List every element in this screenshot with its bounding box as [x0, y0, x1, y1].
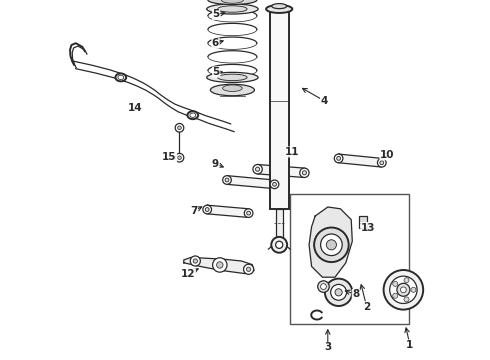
Circle shape	[377, 158, 386, 167]
Circle shape	[244, 264, 254, 274]
Ellipse shape	[266, 5, 293, 13]
Text: 8: 8	[352, 289, 360, 300]
Ellipse shape	[221, 0, 244, 3]
Text: 15: 15	[162, 152, 177, 162]
Circle shape	[392, 282, 398, 287]
Text: 5: 5	[213, 67, 220, 77]
Text: 7: 7	[190, 206, 197, 216]
Circle shape	[256, 167, 260, 171]
Ellipse shape	[218, 6, 247, 12]
Circle shape	[384, 270, 423, 310]
Ellipse shape	[208, 0, 257, 5]
Circle shape	[404, 278, 409, 283]
Circle shape	[404, 297, 409, 302]
Circle shape	[411, 287, 416, 292]
Circle shape	[314, 228, 349, 262]
Text: 5: 5	[213, 9, 220, 19]
Circle shape	[246, 267, 251, 271]
Circle shape	[190, 256, 200, 266]
Ellipse shape	[187, 111, 198, 119]
Polygon shape	[309, 207, 352, 277]
Circle shape	[331, 284, 346, 300]
Circle shape	[193, 259, 197, 263]
Circle shape	[272, 183, 276, 186]
Bar	[290, 194, 409, 324]
Text: 1: 1	[406, 340, 414, 350]
Circle shape	[246, 211, 250, 215]
Circle shape	[203, 205, 212, 214]
Circle shape	[300, 168, 309, 177]
Circle shape	[175, 123, 184, 132]
Circle shape	[320, 284, 326, 289]
Polygon shape	[338, 154, 382, 167]
Ellipse shape	[118, 75, 123, 80]
Text: 6: 6	[212, 38, 219, 48]
Circle shape	[380, 161, 384, 165]
Ellipse shape	[218, 74, 247, 81]
Circle shape	[217, 262, 223, 268]
Ellipse shape	[272, 4, 287, 9]
Circle shape	[225, 178, 229, 182]
Circle shape	[334, 154, 343, 163]
Circle shape	[222, 176, 231, 184]
Text: 14: 14	[128, 103, 143, 113]
Circle shape	[326, 240, 337, 250]
Circle shape	[213, 258, 227, 272]
Circle shape	[392, 293, 398, 298]
Text: 9: 9	[212, 159, 219, 169]
Ellipse shape	[207, 4, 258, 14]
Text: 11: 11	[285, 147, 300, 157]
Circle shape	[245, 209, 253, 217]
Circle shape	[253, 165, 262, 174]
Ellipse shape	[207, 72, 258, 82]
Text: 12: 12	[181, 269, 196, 279]
Circle shape	[302, 171, 306, 175]
Polygon shape	[184, 257, 254, 274]
Circle shape	[325, 279, 352, 306]
Text: 2: 2	[363, 302, 370, 312]
Circle shape	[318, 281, 329, 292]
Circle shape	[271, 237, 287, 253]
Circle shape	[390, 276, 417, 303]
Ellipse shape	[222, 85, 242, 91]
Circle shape	[175, 153, 184, 162]
Ellipse shape	[210, 84, 254, 96]
Bar	[360, 216, 368, 228]
Circle shape	[337, 157, 341, 160]
Circle shape	[335, 289, 342, 296]
Circle shape	[178, 126, 181, 130]
Text: 10: 10	[380, 150, 394, 160]
Text: 4: 4	[320, 96, 328, 106]
Circle shape	[400, 287, 406, 293]
Bar	[275, 209, 283, 245]
Bar	[270, 9, 289, 209]
Circle shape	[397, 283, 410, 296]
Circle shape	[275, 241, 283, 248]
Circle shape	[320, 234, 342, 256]
Polygon shape	[257, 165, 305, 177]
Ellipse shape	[116, 73, 126, 81]
Circle shape	[205, 208, 209, 211]
Circle shape	[178, 156, 181, 159]
Text: 3: 3	[324, 342, 331, 352]
Polygon shape	[207, 205, 249, 217]
Text: 13: 13	[361, 222, 375, 233]
Ellipse shape	[190, 113, 196, 117]
Circle shape	[270, 180, 279, 189]
Polygon shape	[226, 176, 275, 189]
